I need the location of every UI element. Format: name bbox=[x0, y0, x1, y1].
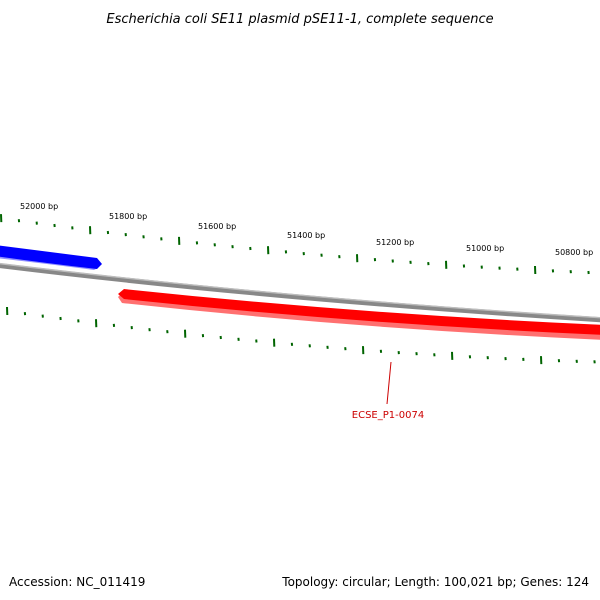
gene-ECSE_P1-0074[interactable] bbox=[118, 289, 600, 340]
scale-label-50800: 50800 bp bbox=[555, 248, 593, 257]
outer-tick-ring bbox=[0, 214, 590, 275]
scale-label-51400: 51400 bp bbox=[287, 231, 325, 240]
scale-label-51000: 51000 bp bbox=[466, 244, 504, 253]
scale-labels: 52000 bp 51800 bp 51600 bp 51400 bp 5120… bbox=[20, 202, 593, 257]
accession-text: Accession: NC_011419 bbox=[9, 575, 145, 589]
map-title: Escherichia coli SE11 plasmid pSE11-1, c… bbox=[106, 12, 493, 27]
scale-label-52000: 52000 bp bbox=[20, 202, 58, 211]
gene-label-leader bbox=[386, 361, 392, 405]
forward-gene-arrow[interactable] bbox=[0, 245, 102, 270]
inner-tick-ring bbox=[6, 306, 596, 365]
gene-label-ECSE_P1-0074[interactable]: ECSE_P1-0074 bbox=[352, 410, 424, 421]
scale-label-51800: 51800 bp bbox=[109, 212, 147, 221]
summary-text: Topology: circular; Length: 100,021 bp; … bbox=[281, 575, 589, 589]
backbone-arc bbox=[0, 262, 600, 323]
scale-label-51200: 51200 bp bbox=[376, 238, 414, 247]
scale-label-51600: 51600 bp bbox=[198, 222, 236, 231]
